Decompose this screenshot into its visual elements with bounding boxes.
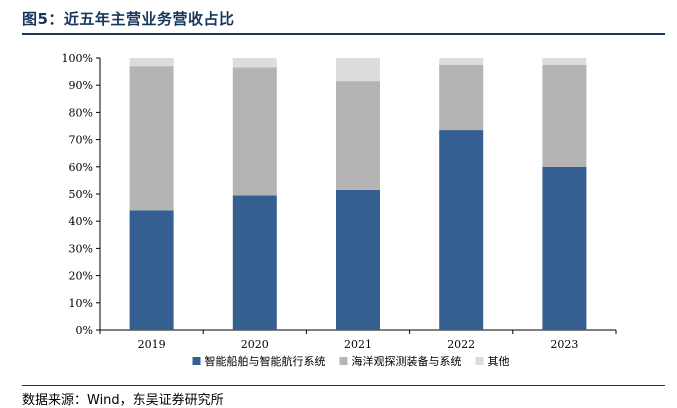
legend-swatch-3 [475, 357, 484, 365]
bar-2022-series-1 [439, 130, 484, 330]
y-tick-label: 20% [69, 270, 93, 283]
y-tick-label: 30% [69, 242, 93, 255]
bar-2020-series-2 [232, 67, 277, 196]
y-tick-label: 40% [69, 215, 93, 228]
bar-2020-series-3 [232, 58, 277, 68]
x-tick-label: 2021 [344, 338, 372, 351]
legend-label-3: 其他 [488, 355, 510, 368]
x-tick-label: 2019 [138, 338, 166, 351]
source-rule [22, 385, 665, 386]
bar-2019-series-3 [129, 58, 174, 67]
y-tick-label: 90% [69, 79, 93, 92]
bar-2022-series-2 [439, 64, 484, 131]
legend-swatch-2 [339, 357, 348, 365]
source-note: 数据来源：Wind，东吴证券研究所 [22, 393, 224, 408]
bar-2021-series-2 [336, 81, 380, 190]
legend-label-1: 智能船舶与智能航行系统 [205, 354, 326, 368]
title-rule [22, 33, 665, 35]
legend-label-2: 海洋观探测装备与系统 [352, 354, 462, 368]
y-tick-label: 80% [69, 106, 93, 119]
bar-2019-series-2 [129, 66, 174, 211]
x-tick-label: 2022 [447, 338, 475, 351]
bar-2023-series-1 [542, 166, 587, 330]
y-tick-label: 70% [69, 134, 93, 147]
y-tick-label: 100% [62, 52, 93, 65]
y-tick-label: 0% [76, 324, 93, 337]
bar-2021-series-1 [336, 189, 380, 330]
bar-2023-series-3 [542, 58, 587, 65]
figure-title: 图5：近五年主营业务营收占比 [22, 10, 235, 28]
bar-2021-series-3 [336, 58, 380, 82]
y-tick-label: 50% [69, 188, 93, 201]
x-tick-label: 2023 [550, 338, 578, 351]
bar-2020-series-1 [232, 195, 277, 330]
y-tick-label: 60% [69, 161, 93, 174]
legend-swatch-1 [192, 357, 201, 365]
bar-2023-series-2 [542, 64, 587, 167]
x-tick-label: 2020 [241, 338, 269, 351]
bar-2019-series-1 [129, 210, 174, 330]
bar-2022-series-3 [439, 58, 484, 65]
y-tick-label: 10% [69, 297, 93, 310]
